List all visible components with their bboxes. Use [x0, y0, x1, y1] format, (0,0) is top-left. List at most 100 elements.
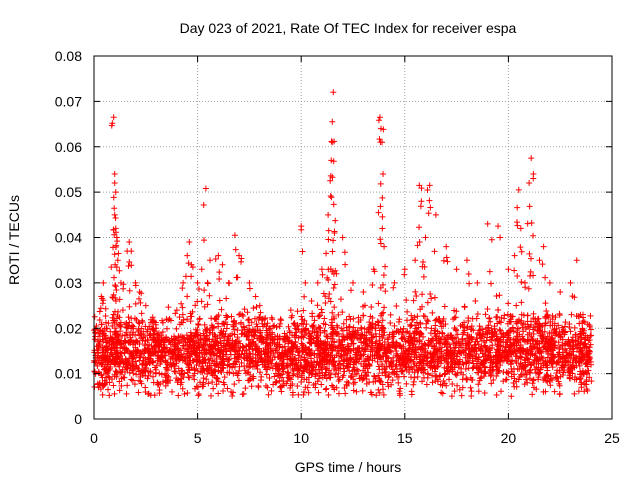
data-point — [376, 377, 383, 384]
data-point — [565, 358, 572, 365]
data-point — [267, 345, 274, 352]
data-point — [301, 354, 308, 361]
data-point — [362, 369, 369, 376]
data-point — [138, 310, 145, 317]
data-point — [519, 346, 526, 353]
data-point — [249, 326, 256, 333]
data-point — [313, 362, 320, 369]
data-point — [163, 316, 170, 323]
data-point — [330, 158, 337, 165]
data-point — [561, 355, 568, 362]
data-point — [110, 291, 117, 298]
data-point — [322, 386, 329, 393]
y-tick-label: 0.02 — [55, 320, 82, 336]
data-point — [246, 377, 253, 384]
data-point — [549, 352, 556, 359]
data-point — [196, 315, 203, 322]
data-point — [126, 303, 133, 310]
data-point — [319, 356, 326, 363]
data-point — [129, 359, 136, 366]
data-point — [532, 316, 539, 323]
data-point — [185, 374, 192, 381]
data-point — [527, 255, 534, 262]
data-point — [572, 338, 579, 345]
data-point — [311, 317, 318, 324]
data-point — [203, 376, 210, 383]
data-point — [117, 322, 124, 329]
data-point — [527, 268, 534, 275]
data-point — [234, 334, 241, 341]
data-point — [290, 344, 297, 351]
x-axis-label: GPS time / hours — [295, 459, 402, 475]
data-point — [518, 278, 525, 285]
data-point — [389, 329, 396, 336]
data-point — [259, 315, 266, 322]
data-point — [402, 354, 409, 361]
data-point — [504, 311, 511, 318]
data-point — [405, 353, 412, 360]
data-point — [431, 248, 438, 255]
data-point — [231, 331, 238, 338]
data-point — [360, 312, 367, 319]
data-point — [120, 374, 127, 381]
data-point — [400, 325, 407, 332]
data-point — [136, 341, 143, 348]
data-point — [417, 359, 424, 366]
data-point — [534, 337, 541, 344]
data-point — [215, 390, 222, 397]
data-point — [127, 340, 134, 347]
data-point — [514, 327, 521, 334]
data-point — [579, 347, 586, 354]
data-point — [426, 182, 433, 189]
data-point — [175, 365, 182, 372]
data-point — [175, 392, 182, 399]
data-point — [310, 322, 317, 329]
data-point — [427, 204, 434, 211]
data-point — [487, 373, 494, 380]
data-point — [341, 352, 348, 359]
data-point — [498, 388, 505, 395]
data-point — [96, 316, 103, 323]
data-point — [420, 259, 427, 266]
data-point — [218, 369, 225, 376]
data-point — [534, 369, 541, 376]
data-point — [524, 355, 531, 362]
data-point — [536, 320, 543, 327]
data-point — [340, 320, 347, 327]
data-point — [150, 342, 157, 349]
data-point — [292, 329, 299, 336]
data-point — [508, 360, 515, 367]
data-point — [246, 357, 253, 364]
data-point — [254, 351, 261, 358]
data-point — [210, 385, 217, 392]
data-point — [573, 313, 580, 320]
data-point — [387, 359, 394, 366]
data-point — [231, 381, 238, 388]
data-point — [529, 350, 536, 357]
data-point — [142, 367, 149, 374]
data-point — [142, 384, 149, 391]
data-point — [437, 360, 444, 367]
data-point — [326, 291, 333, 298]
data-point — [210, 345, 217, 352]
data-point — [191, 385, 198, 392]
data-point — [436, 372, 443, 379]
data-point — [460, 329, 467, 336]
data-point — [278, 374, 285, 381]
data-point — [528, 334, 535, 341]
data-point — [528, 219, 535, 226]
data-point — [421, 366, 428, 373]
data-point — [387, 320, 394, 327]
data-point — [585, 354, 592, 361]
data-point — [327, 266, 334, 273]
data-point — [513, 347, 520, 354]
data-point — [160, 378, 167, 385]
data-point — [340, 357, 347, 364]
data-point — [366, 361, 373, 368]
data-point — [412, 288, 419, 295]
data-point — [204, 280, 211, 287]
data-point — [439, 329, 446, 336]
data-point — [475, 381, 482, 388]
data-point — [192, 351, 199, 358]
data-point — [279, 360, 286, 367]
